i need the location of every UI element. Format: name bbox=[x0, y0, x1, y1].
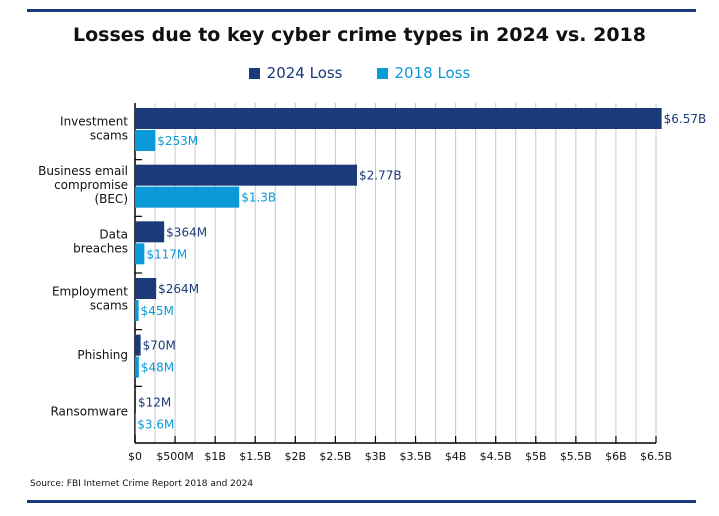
data-label: $117M bbox=[146, 247, 187, 261]
legend-label-2018: 2018 Loss bbox=[394, 64, 471, 82]
data-label: $253M bbox=[157, 134, 198, 148]
data-label: $264M bbox=[158, 282, 199, 296]
legend-label-2024: 2024 Loss bbox=[266, 64, 343, 82]
category-label: Phishing bbox=[77, 348, 128, 362]
top-rule bbox=[27, 9, 696, 12]
data-label: $70M bbox=[143, 339, 176, 353]
x-tick-label: $3B bbox=[365, 450, 387, 463]
bar-2024 bbox=[135, 221, 165, 243]
x-tick-label: $3.5B bbox=[400, 450, 432, 463]
bottom-rule bbox=[27, 500, 696, 503]
category-label: compromise bbox=[54, 178, 128, 192]
category-label: Investment bbox=[60, 114, 128, 128]
x-tick-label: $1.5B bbox=[239, 450, 271, 463]
x-tick-label: $4.5B bbox=[480, 450, 512, 463]
bar-2024 bbox=[135, 164, 358, 186]
x-tick-label: $5B bbox=[525, 450, 547, 463]
data-label: $364M bbox=[166, 225, 207, 239]
data-label: $12M bbox=[138, 395, 171, 409]
category-label: Employment bbox=[52, 284, 128, 298]
bar-2024 bbox=[135, 391, 136, 413]
source-note: Source: FBI Internet Crime Report 2018 a… bbox=[30, 479, 254, 489]
x-tick-label: $4B bbox=[445, 450, 467, 463]
x-tick-label: $1B bbox=[204, 450, 226, 463]
bar-2018 bbox=[135, 186, 240, 208]
data-label: $6.57B bbox=[664, 112, 707, 126]
data-label: $45M bbox=[141, 304, 174, 318]
data-label: $48M bbox=[141, 361, 174, 375]
x-tick-label: $500M bbox=[156, 450, 194, 463]
legend-swatch-2024 bbox=[248, 67, 260, 79]
data-label: $3.6M bbox=[137, 417, 174, 431]
legend-swatch-2018 bbox=[376, 67, 388, 79]
bar-2018 bbox=[135, 130, 156, 151]
legend-item-2018: 2018 Loss bbox=[376, 64, 471, 82]
data-label: $1.3B bbox=[241, 191, 276, 205]
x-tick-label: $6.5B bbox=[640, 450, 672, 463]
legend-item-2024: 2024 Loss bbox=[248, 64, 343, 82]
bar-2024 bbox=[135, 278, 157, 299]
x-tick-label: $5.5B bbox=[560, 450, 592, 463]
data-label: $2.77B bbox=[359, 169, 402, 183]
category-label: scams bbox=[90, 128, 128, 142]
chart-title: Losses due to key cyber crime types in 2… bbox=[73, 24, 646, 46]
bar-2024 bbox=[135, 108, 662, 129]
bar-2018 bbox=[135, 243, 145, 265]
x-tick-label: $2.5B bbox=[319, 450, 351, 463]
x-tick-label: $6B bbox=[605, 450, 627, 463]
bar-2018 bbox=[135, 356, 139, 378]
bar-2018 bbox=[135, 300, 139, 321]
category-label: (BEC) bbox=[94, 192, 128, 206]
category-label: Ransomware bbox=[50, 405, 128, 419]
category-label: breaches bbox=[73, 242, 128, 256]
legend: 2024 Loss 2018 Loss bbox=[0, 64, 719, 82]
bar-2018 bbox=[135, 413, 136, 435]
category-label: Business email bbox=[38, 164, 128, 178]
category-label: scams bbox=[90, 298, 128, 312]
category-label: Data bbox=[99, 228, 128, 242]
x-tick-label: $0 bbox=[128, 450, 142, 463]
x-tick-label: $2B bbox=[285, 450, 307, 463]
bar-2024 bbox=[135, 334, 141, 356]
